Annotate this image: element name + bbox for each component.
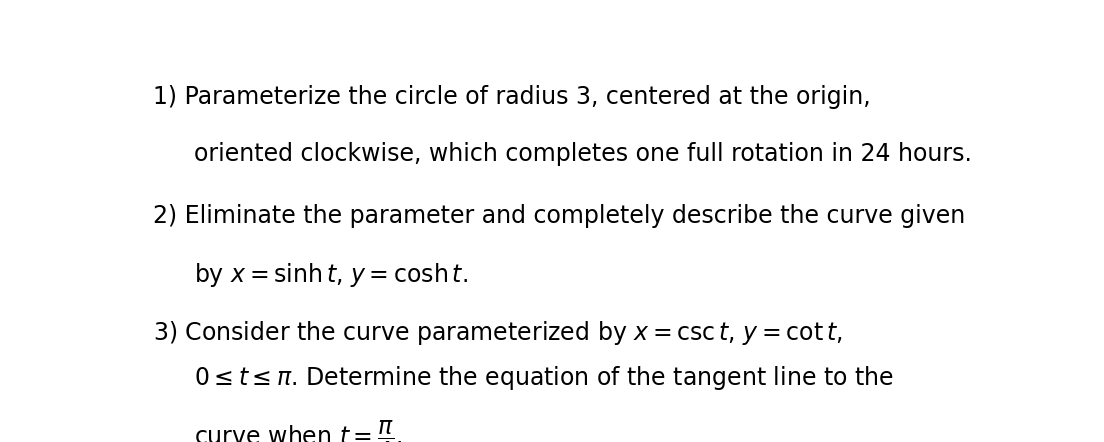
Text: $0 \leq t \leq \pi$. Determine the equation of the tangent line to the: $0 \leq t \leq \pi$. Determine the equat… <box>193 365 893 392</box>
Text: by $x = \sinh t$, $y = \cosh t$.: by $x = \sinh t$, $y = \cosh t$. <box>193 261 468 289</box>
Text: oriented clockwise, which completes one full rotation in 24 hours.: oriented clockwise, which completes one … <box>193 141 972 165</box>
Text: 1) Parameterize the circle of radius 3, centered at the origin,: 1) Parameterize the circle of radius 3, … <box>153 85 871 109</box>
Text: 3) Consider the curve parameterized by $x = \csc t$, $y = \cot t$,: 3) Consider the curve parameterized by $… <box>153 319 843 347</box>
Text: 2) Eliminate the parameter and completely describe the curve given: 2) Eliminate the parameter and completel… <box>153 205 966 229</box>
Text: curve when $t = \dfrac{\pi}{4}$.: curve when $t = \dfrac{\pi}{4}$. <box>193 419 402 442</box>
